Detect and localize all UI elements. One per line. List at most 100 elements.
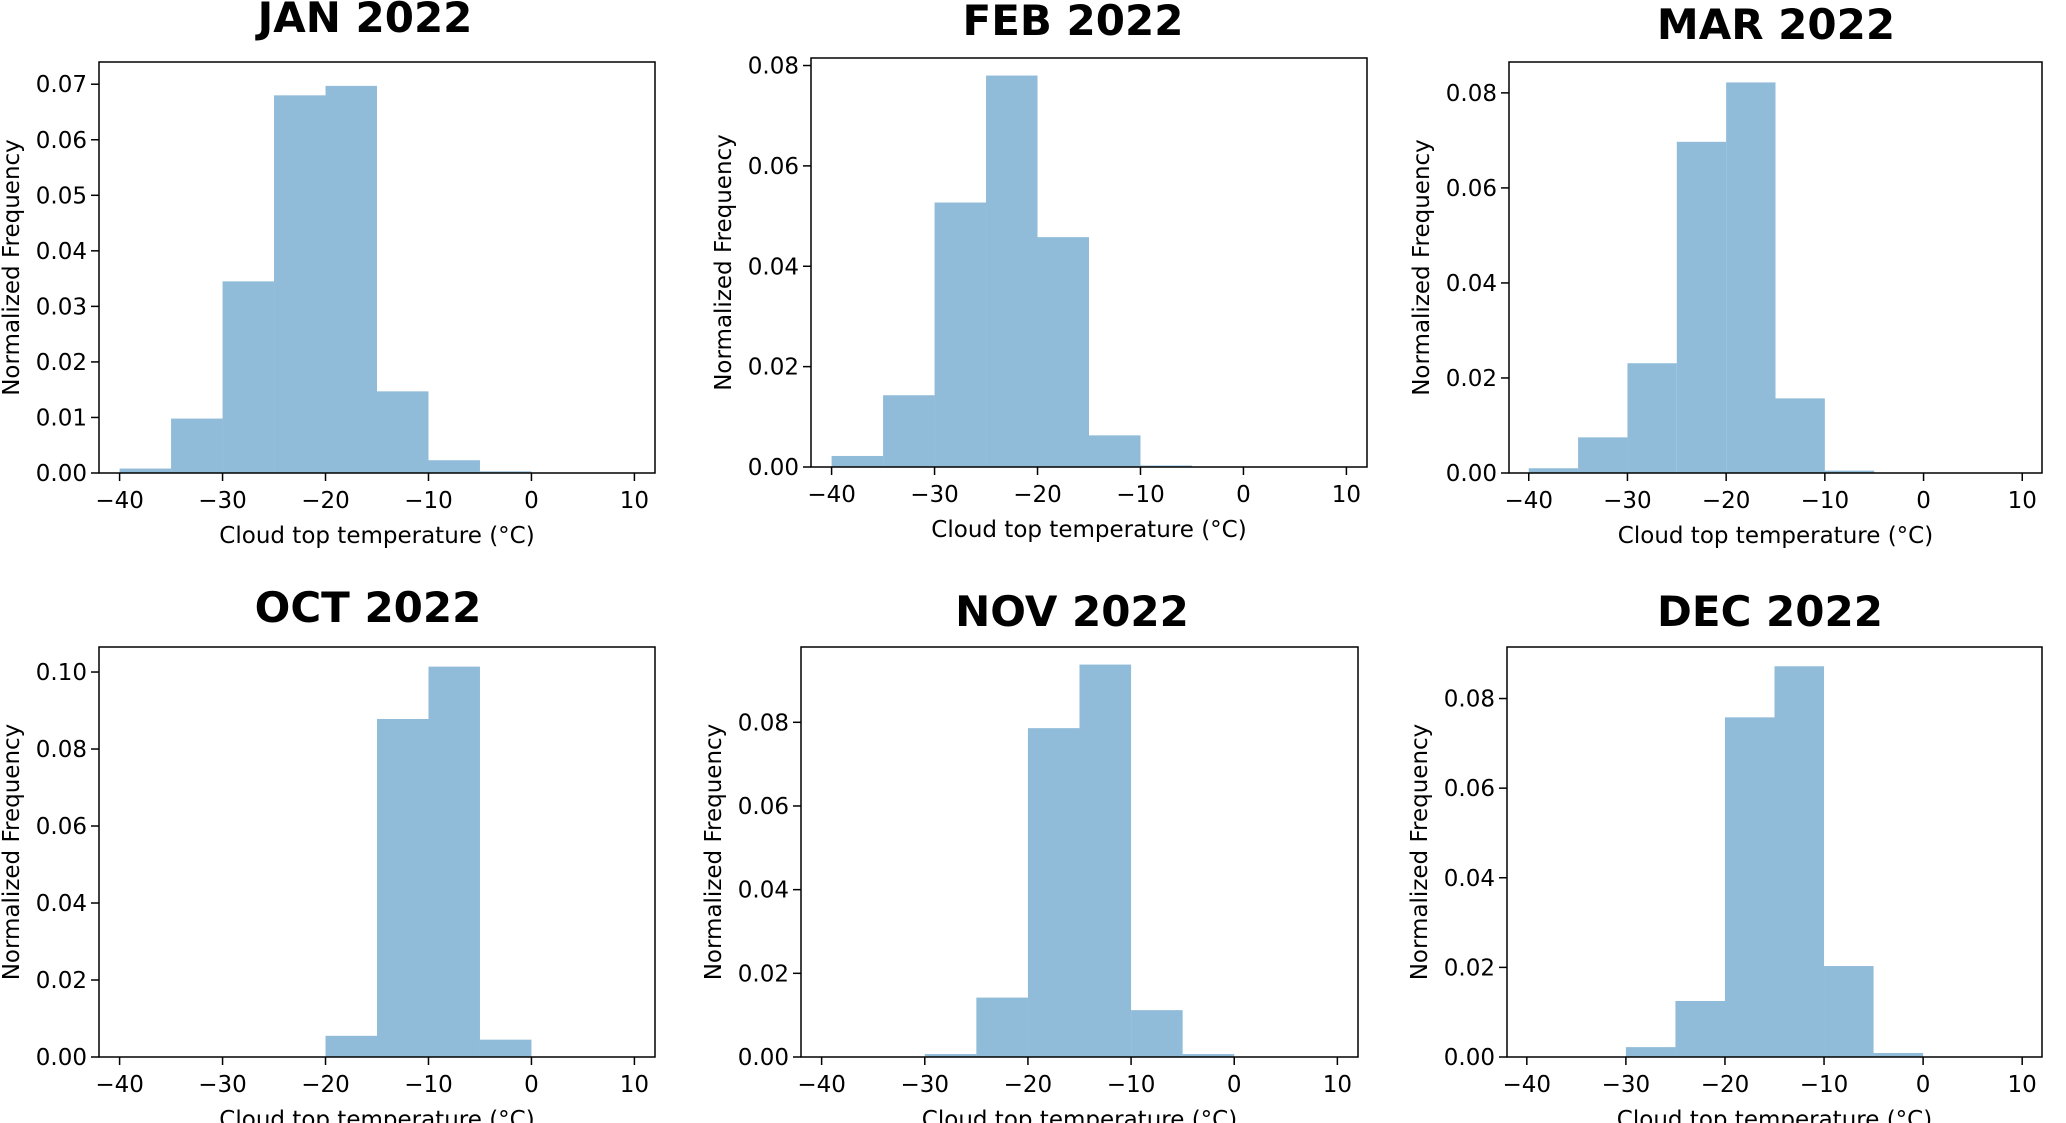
y-tick-label: 0.00 <box>738 1045 789 1071</box>
x-tick-label: −10 <box>1801 488 1850 514</box>
panel-title: NOV 2022 <box>955 587 1189 636</box>
histogram-bar <box>1824 470 1875 473</box>
y-tick-label: 0.01 <box>36 405 87 431</box>
y-tick-label: 0.08 <box>748 54 799 80</box>
x-tick-label: 10 <box>620 488 649 514</box>
x-tick-label: −10 <box>1800 1072 1849 1098</box>
histogram-bar <box>222 281 275 473</box>
histogram-bar <box>1627 363 1677 473</box>
y-axis-label: Normalized Frequency <box>701 724 727 981</box>
y-axis-label: Normalized Frequency <box>1407 724 1433 981</box>
histogram-bar <box>831 455 884 467</box>
x-tick-label: 0 <box>524 488 539 514</box>
x-tick-label: 10 <box>2008 1072 2037 1098</box>
y-tick-label: 0.00 <box>1444 1045 1495 1071</box>
histogram-bar <box>479 471 532 473</box>
y-axis-label: Normalized Frequency <box>0 724 25 981</box>
histogram-bar <box>1037 237 1089 467</box>
x-tick-label: −40 <box>807 482 856 508</box>
x-tick-label: −20 <box>1702 488 1751 514</box>
histogram-panel: OCT 2022 −40 −30 −20 −10 0 10 0.00 0.02 0.04 0.06 0… <box>0 583 656 1123</box>
y-tick-label: 0.04 <box>36 891 87 917</box>
y-tick-label: 0.06 <box>36 128 87 154</box>
x-axis-label: Cloud top temperature (°C) <box>219 1107 534 1123</box>
x-tick-label: 10 <box>1323 1072 1352 1098</box>
histogram-bar <box>1774 666 1825 1057</box>
histogram-bar <box>119 468 172 473</box>
x-tick-label: −40 <box>95 1072 144 1098</box>
panel-title: JAN 2022 <box>255 0 473 42</box>
x-tick-label: 0 <box>1916 488 1931 514</box>
panel-title: OCT 2022 <box>255 583 482 632</box>
y-tick-label: 0.00 <box>36 461 87 487</box>
y-tick-label: 0.07 <box>36 72 87 98</box>
histogram-bar <box>934 202 987 467</box>
y-tick-label: 0.06 <box>36 814 87 840</box>
histogram-bar <box>325 85 377 473</box>
y-tick-label: 0.05 <box>36 183 87 209</box>
y-tick-label: 0.02 <box>738 961 789 987</box>
histogram-bar <box>1079 664 1132 1057</box>
histogram-panel: DEC 2022 −40 −30 −20 −10 0 10 0.00 0.02 0.04 0.06 0… <box>1407 587 2043 1123</box>
histogram-panel: MAR 2022 −40 −30 −20 −10 0 10 0.00 0.02 0.04 0.06 0… <box>1409 0 2043 549</box>
histogram-bar <box>1726 82 1776 473</box>
x-tick-label: −20 <box>301 1072 350 1098</box>
y-tick-label: 0.10 <box>36 660 87 686</box>
y-tick-label: 0.06 <box>738 794 789 820</box>
histogram-bar <box>1824 966 1874 1057</box>
histogram-bar <box>1675 1000 1725 1057</box>
y-tick-label: 0.08 <box>1444 687 1495 713</box>
histogram-bar <box>976 997 1028 1057</box>
x-tick-label: 0 <box>1236 482 1251 508</box>
x-tick-label: −10 <box>1116 482 1165 508</box>
y-tick-label: 0.06 <box>1444 776 1495 802</box>
axes-frame <box>98 646 656 1058</box>
histogram-bar <box>1873 1052 1924 1057</box>
histogram-bar <box>1775 398 1825 473</box>
x-tick-label: −40 <box>797 1072 846 1098</box>
x-tick-label: −10 <box>1107 1072 1156 1098</box>
x-tick-label: 0 <box>1227 1072 1242 1098</box>
y-tick-label: 0.08 <box>738 710 789 736</box>
panel-title: MAR 2022 <box>1657 0 1895 49</box>
axes-frame <box>98 61 656 474</box>
histogram-bar <box>986 75 1038 467</box>
histogram-bar <box>1131 1010 1183 1057</box>
histogram-bar <box>377 391 429 473</box>
x-tick-label: −40 <box>1503 1072 1552 1098</box>
y-tick-label: 0.04 <box>36 239 87 265</box>
x-tick-label: −40 <box>95 488 144 514</box>
y-axis-label: Normalized Frequency <box>1409 139 1435 396</box>
x-tick-label: −30 <box>901 1072 950 1098</box>
histogram-bar <box>428 460 480 473</box>
histogram-bar <box>171 418 223 473</box>
y-tick-label: 0.04 <box>1446 271 1497 297</box>
histogram-bar <box>1724 717 1775 1057</box>
axes-frame <box>800 646 1359 1058</box>
histogram-panel: JAN 2022 −40 −30 −20 −10 0 10 0.00 0.01 0.02 0.03 0… <box>0 0 656 549</box>
x-tick-label: 0 <box>1916 1072 1931 1098</box>
y-axis-label: Normalized Frequency <box>711 134 737 391</box>
y-tick-label: 0.04 <box>1444 866 1495 892</box>
x-tick-label: 10 <box>2008 488 2037 514</box>
y-tick-label: 0.04 <box>748 254 799 280</box>
histogram-bar <box>1578 437 1628 473</box>
histogram-bar <box>883 395 935 467</box>
y-tick-label: 0.03 <box>36 294 87 320</box>
histogram-bar <box>428 666 480 1057</box>
x-tick-label: −20 <box>301 488 350 514</box>
x-axis-label: Cloud top temperature (°C) <box>1618 523 1933 549</box>
x-tick-label: 10 <box>620 1072 649 1098</box>
histogram-bar <box>325 1035 377 1057</box>
x-axis-label: Cloud top temperature (°C) <box>219 523 534 549</box>
x-tick-label: −10 <box>404 1072 453 1098</box>
y-tick-label: 0.04 <box>738 878 789 904</box>
y-tick-label: 0.02 <box>36 968 87 994</box>
x-tick-label: −20 <box>1013 482 1062 508</box>
x-axis-label: Cloud top temperature (°C) <box>922 1107 1237 1123</box>
y-axis-label: Normalized Frequency <box>0 139 25 396</box>
y-tick-label: 0.02 <box>1446 366 1497 392</box>
x-tick-label: −30 <box>1603 488 1652 514</box>
histogram-bar <box>924 1054 977 1057</box>
